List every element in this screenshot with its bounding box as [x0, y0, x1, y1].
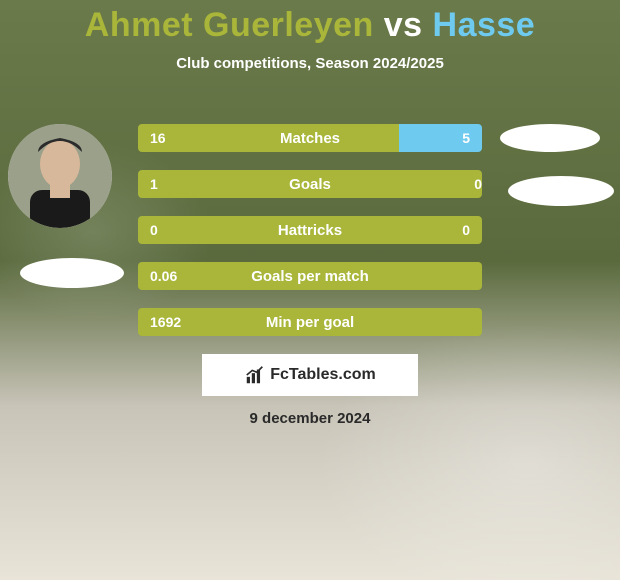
player2-competition-badge-1: [500, 124, 600, 152]
bar-value-p1: 0.06: [150, 268, 177, 284]
bar-row-hattricks: 0 0 Hattricks: [138, 216, 482, 244]
bar-row-goals-per-match: 0.06 Goals per match: [138, 262, 482, 290]
bar-value-p1: 1692: [150, 314, 181, 330]
logo-text: FcTables.com: [270, 366, 376, 384]
bar-value-p1: 0: [150, 222, 158, 238]
avatar-placeholder-icon: [8, 124, 112, 228]
bar-row-min-per-goal: 1692 Min per goal: [138, 308, 482, 336]
bar-seg-p1: 1: [138, 170, 482, 198]
bar-seg-p1: 1692: [138, 308, 482, 336]
bar-row-matches: 16 5 Matches: [138, 124, 482, 152]
bar-seg-p1: 0.06: [138, 262, 482, 290]
player1-avatar: [8, 124, 112, 228]
bar-seg-p2: 0: [310, 216, 482, 244]
stats-bar-chart: 16 5 Matches 1 0 Goals 0 0 Hattricks 0.0…: [138, 124, 482, 354]
content-root: Ahmet Guerleyen vs Hasse Club competitio…: [0, 0, 620, 580]
bar-value-p2: 0: [474, 176, 482, 192]
title-player2: Hasse: [433, 6, 536, 44]
bar-seg-p2: 5: [399, 124, 482, 152]
date-text: 9 december 2024: [0, 410, 620, 427]
bar-value-p2: 5: [462, 130, 470, 146]
fctables-logo: FcTables.com: [202, 354, 418, 396]
bar-row-goals: 1 0 Goals: [138, 170, 482, 198]
page-title: Ahmet Guerleyen vs Hasse: [0, 0, 620, 45]
player2-competition-badge-2: [508, 176, 614, 206]
title-player1: Ahmet Guerleyen: [85, 6, 374, 44]
player1-competition-badge: [20, 258, 124, 288]
subtitle: Club competitions, Season 2024/2025: [0, 55, 620, 72]
bar-value-p2: 0: [462, 222, 470, 238]
title-vs: vs: [374, 6, 433, 44]
bar-seg-p1: 0: [138, 216, 310, 244]
bar-value-p1: 16: [150, 130, 166, 146]
bar-chart-icon: [244, 364, 266, 386]
bar-value-p1: 1: [150, 176, 158, 192]
bar-seg-p1: 16: [138, 124, 399, 152]
